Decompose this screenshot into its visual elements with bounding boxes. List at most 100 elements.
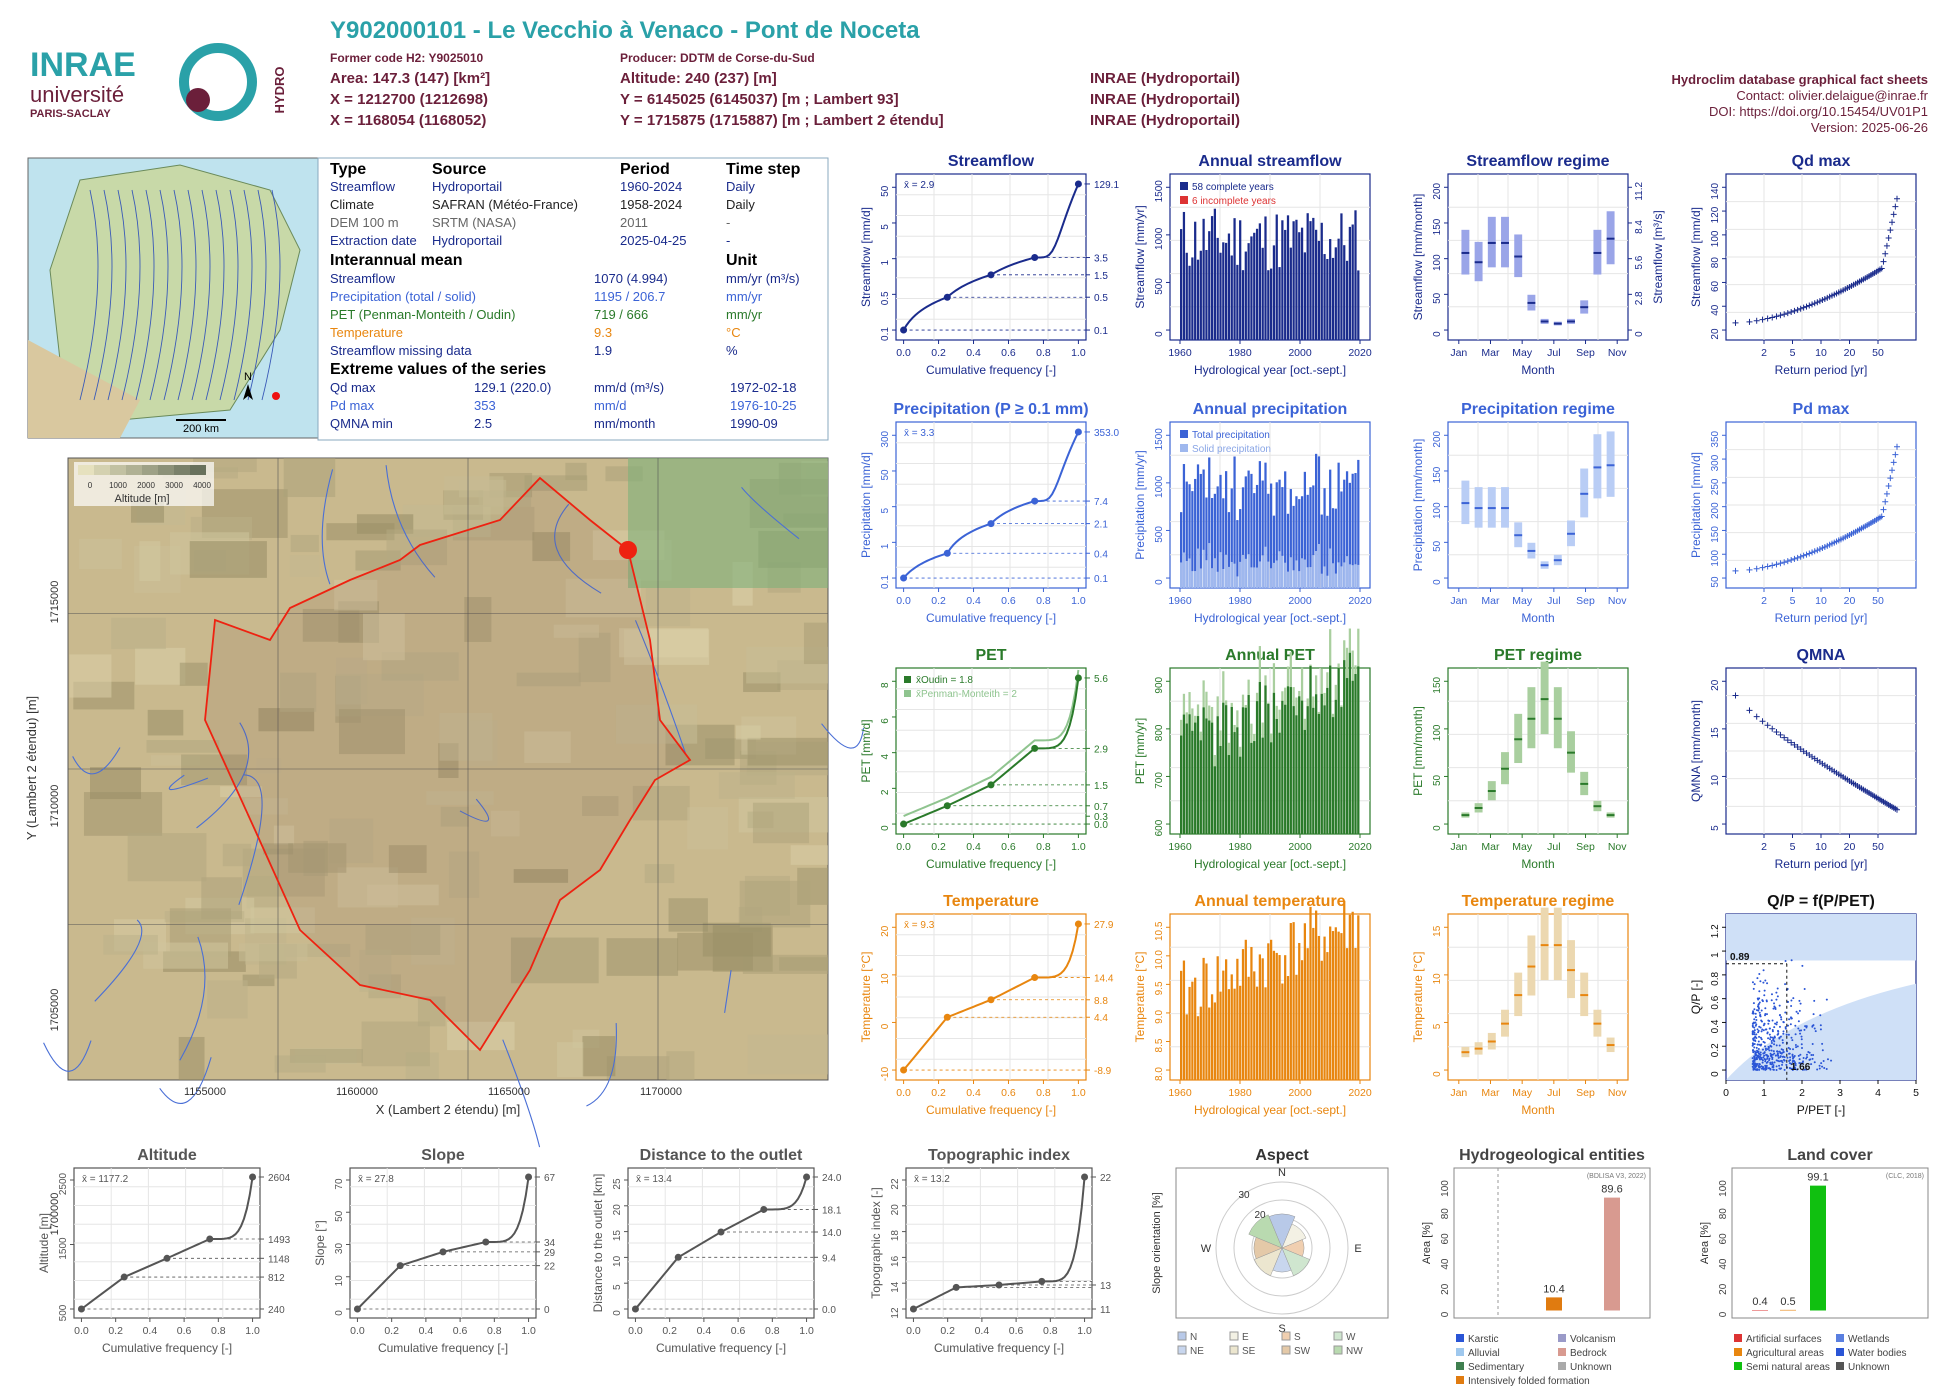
y-tick-label: 0 (334, 1310, 345, 1316)
quantile-point (943, 1013, 951, 1021)
map-y-tick: 1705000 (49, 989, 61, 1032)
annual-bar (1244, 251, 1247, 340)
scatter-point (1826, 1058, 1829, 1061)
x-tick-label: 0.8 (765, 1325, 780, 1337)
bar-solid (1199, 568, 1202, 588)
legend-swatch (1177, 1331, 1187, 1341)
annual-bar (1202, 218, 1205, 340)
scatter-point (1765, 1013, 1768, 1016)
map-x-tick: 1160000 (336, 1086, 378, 1098)
scatter-point (1765, 999, 1768, 1002)
scatter-point (1759, 1015, 1762, 1018)
annual-bar (1345, 678, 1349, 834)
relief-patch (553, 624, 599, 638)
area-bar (1546, 1297, 1562, 1311)
return-point (1732, 567, 1739, 574)
scatter-point (1756, 1028, 1759, 1031)
scatter-point (1781, 1039, 1784, 1042)
bar-solid (1222, 568, 1225, 588)
return-point (1753, 565, 1760, 572)
return-point (1885, 483, 1892, 490)
rose-sector (1281, 1247, 1311, 1277)
scatter-point (1760, 1009, 1763, 1012)
scatter-point (1757, 1007, 1760, 1010)
annual-bar (1272, 950, 1276, 1080)
table-header: Period (620, 161, 670, 178)
y-axis-label: PET [mm/month] (1411, 706, 1425, 796)
x-tick-label: 0.2 (384, 1325, 399, 1337)
quantile-label: 0.1 (1094, 574, 1108, 585)
annual-bar (1267, 493, 1270, 588)
scatter-point (1762, 1067, 1765, 1070)
scatter-point (1771, 1019, 1774, 1022)
hydro-logo-text: HYDRO (272, 67, 287, 114)
annual-bar (1199, 1006, 1202, 1080)
scatter-point (1787, 1046, 1790, 1049)
return-point (1777, 731, 1784, 738)
stream-line (43, 1040, 92, 1072)
relief-patch (388, 845, 427, 873)
y-tick-label: 150 (1432, 677, 1443, 694)
x-axis-label: P/PET [-] (1797, 1103, 1845, 1117)
scatter-point (1773, 1043, 1776, 1046)
scatter-point (1779, 1035, 1782, 1038)
quantile-label: 29 (544, 1248, 556, 1259)
x-axis-label: Cumulative frequency [-] (102, 1341, 232, 1355)
plot-frame (1731, 1167, 1929, 1319)
x-tick-label: 2020 (1348, 595, 1372, 607)
y-tick-label: 250 (1710, 478, 1721, 495)
relief-patch (516, 672, 581, 687)
scatter-point (1751, 1057, 1754, 1060)
scatter-point (1777, 1056, 1780, 1059)
return-point (1773, 313, 1780, 320)
scatter-point (1803, 988, 1806, 991)
table-cell: 129.1 (220.0) (474, 380, 551, 395)
bar-solid (1357, 564, 1360, 588)
annual-bar (1239, 509, 1242, 588)
x-axis-label: Cumulative frequency [-] (926, 857, 1056, 871)
annotation-label: 0.89 (1730, 952, 1750, 963)
annual-bar (1270, 939, 1273, 1080)
table-cell: Daily (726, 197, 755, 212)
return-point (1890, 459, 1897, 466)
y-tick-label: 12 (890, 1307, 901, 1319)
relief-patch (578, 632, 611, 683)
return-point (1753, 317, 1760, 324)
y-tick-label: 1500 (1154, 180, 1165, 203)
legend-swatch (1558, 1334, 1566, 1342)
x-tick-label: 1.0 (521, 1325, 536, 1337)
map-y-tick: 1715000 (49, 581, 61, 624)
scatter-point (1765, 1053, 1768, 1056)
annual-bar (1340, 213, 1343, 340)
quantile-point (1074, 180, 1082, 188)
stream-line (168, 774, 209, 791)
quantile-label: 1148 (268, 1254, 290, 1265)
scatter-point (1753, 1065, 1756, 1068)
scatter-point (1773, 1061, 1776, 1064)
annual-bar (1236, 264, 1239, 340)
scatter-point (1753, 1008, 1756, 1011)
bar-solid (1298, 571, 1301, 588)
scatter-point (1782, 1030, 1785, 1033)
x-tick-label: Nov (1608, 347, 1627, 359)
scatter-point (1778, 1064, 1781, 1067)
river-line (261, 189, 281, 401)
bar-solid (1239, 561, 1242, 588)
y-tick-label: 1500 (1154, 428, 1165, 451)
relief-patch (146, 740, 220, 753)
quantile-label: 14.4 (1094, 974, 1114, 985)
annual-bar (1284, 955, 1287, 1080)
scatter-point (1786, 1000, 1789, 1003)
x-axis-label: Return period [yr] (1775, 363, 1868, 377)
scatter-point (1760, 1030, 1763, 1033)
quantile-label: 812 (268, 1273, 285, 1284)
legend-label: Bedrock (1570, 1348, 1608, 1359)
annual-bar (1278, 479, 1281, 588)
y-tick-label: 60 (1718, 1233, 1729, 1245)
annual-bar (1298, 499, 1301, 588)
y-tick-label: 4 (880, 753, 891, 759)
annual-bar (1219, 745, 1222, 834)
relief-patch (447, 1021, 515, 1051)
annual-bar (1340, 707, 1343, 834)
x-tick-label: 0.4 (975, 1325, 990, 1337)
